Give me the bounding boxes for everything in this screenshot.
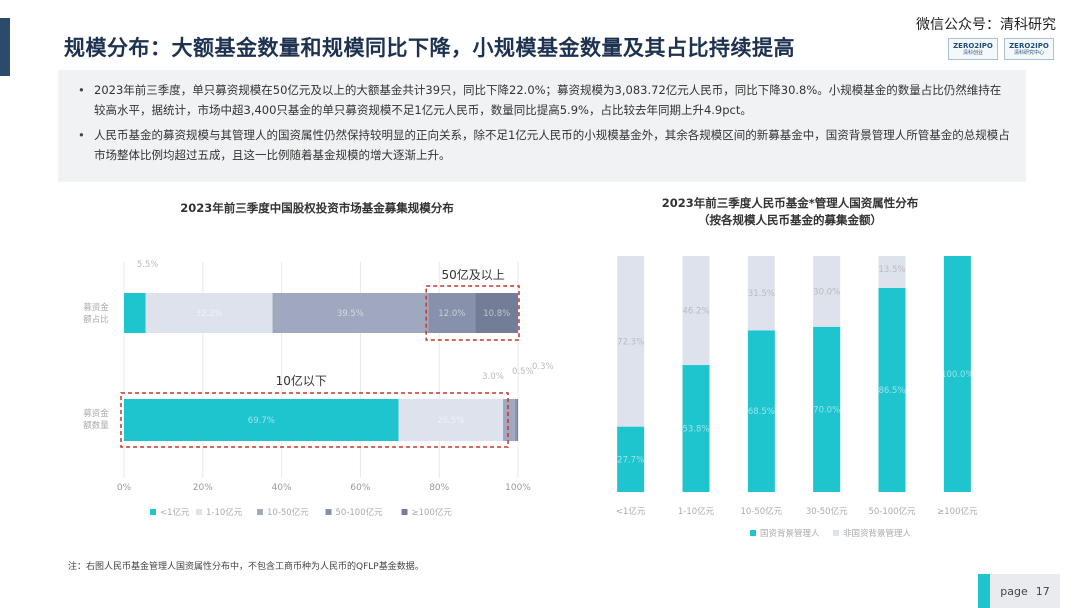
data-label: 100.0% (941, 370, 973, 380)
logo-text: ZERO2IPO (1009, 41, 1049, 50)
legend-swatch (325, 509, 332, 515)
bar-segment (124, 293, 146, 333)
annotation-box (425, 285, 520, 341)
legend-swatch (833, 530, 839, 536)
category-label: 募资金 (83, 408, 109, 419)
legend-swatch (257, 509, 263, 515)
summary-bullet: 人民币基金的募资规模与其管理人的国资属性仍然保持较明显的正向关系，除不足1亿元人… (78, 125, 1010, 165)
data-label: 86.5% (878, 386, 905, 396)
logo-subtext: 清科研究中心 (1013, 49, 1044, 56)
page-title: 规模分布：大额基金数量和规模同比下降，小规模基金数量及其占比持续提高 (64, 36, 795, 60)
bar-segment (514, 399, 517, 441)
legend-label: 国资背景管理人 (760, 528, 820, 539)
data-label: 31.5% (748, 289, 775, 299)
x-tick-label: <1亿元 (616, 506, 646, 517)
data-label: 26.5% (437, 416, 464, 426)
column-segment (813, 256, 841, 327)
x-tick-label: 20% (193, 483, 213, 493)
category-label: 额数量 (83, 420, 109, 431)
legend-label: 10-50亿元 (267, 507, 309, 518)
x-tick-label: 1-10亿元 (678, 506, 715, 517)
logo-text: ZERO2IPO (953, 41, 993, 50)
bar-segment (272, 293, 429, 333)
page-label: page (1000, 584, 1028, 598)
data-label: 27.7% (617, 455, 644, 465)
data-label: 53.8% (682, 425, 709, 435)
bar-segment (398, 399, 504, 441)
legend-label: ≥100亿元 (412, 507, 453, 518)
category-label: 募资金 (83, 302, 109, 313)
bar-segment (475, 293, 518, 333)
legend-label: 50-100亿元 (336, 507, 384, 518)
legend-swatch (196, 509, 202, 515)
legend-swatch (750, 530, 756, 536)
data-label: 46.2% (682, 307, 709, 317)
column-segment (813, 326, 841, 492)
data-label: 0.5% (512, 367, 534, 377)
legend-swatch (150, 509, 156, 515)
zero2ipo-research-logo: ZERO2IPO 清科研究中心 (1004, 38, 1054, 60)
page-number: 17 (1035, 584, 1050, 598)
logo-subtext: 清科创业 (962, 49, 983, 56)
column-segment (878, 256, 906, 288)
bar-segment (428, 293, 476, 333)
x-tick-label: 50-100亿元 (868, 506, 916, 517)
bar-segment (145, 293, 273, 333)
bar-segment (503, 399, 515, 441)
data-label: 0.3% (532, 362, 554, 372)
logo-group: ZERO2IPO 清科创业 ZERO2IPO 清科研究中心 (948, 38, 1054, 60)
summary-box: 2023年前三季度，单只募资规模在50亿元及以上的大额基金共计39只，同比下降2… (58, 70, 1026, 182)
column-segment (617, 256, 645, 427)
data-label: 10.8% (483, 309, 510, 319)
legend-label: 非国资背景管理人 (843, 528, 912, 539)
summary-bullet: 2023年前三季度，单只募资规模在50亿元及以上的大额基金共计39只，同比下降2… (78, 80, 1010, 120)
data-label: 72.3% (617, 337, 644, 347)
column-segment (682, 256, 710, 366)
footnote: 注：右图人民币基金管理人国资属性分布中，不包含工商币种为人民币的QFLP基金数据… (68, 562, 424, 572)
annotation-label: 50亿及以上 (441, 267, 504, 282)
column-segment (747, 256, 775, 331)
data-label: 3.0% (482, 372, 504, 382)
legend-swatch (401, 509, 408, 515)
legend-label: 1-10亿元 (206, 507, 243, 518)
data-label: 69.7% (248, 416, 275, 426)
data-label: 30.0% (813, 287, 840, 297)
page-accent-bar (978, 574, 990, 608)
x-tick-label: 80% (429, 483, 449, 493)
column-segment (943, 256, 971, 492)
chart-title: 2023年前三季度人民币基金*管理人国资属性分布 (662, 196, 919, 210)
column-segment (682, 365, 710, 492)
chart-title: 2023年前三季度中国股权投资市场基金募集规模分布 (180, 201, 454, 215)
data-label: 68.5% (748, 407, 775, 417)
bar-segment (516, 399, 518, 441)
x-tick-label: ≥100亿元 (937, 506, 978, 517)
data-label: 12.0% (438, 309, 465, 319)
x-tick-label: 10-50亿元 (740, 506, 782, 517)
annotation-label: 10亿以下 (276, 373, 327, 388)
zero2ipo-logo: ZERO2IPO 清科创业 (948, 38, 998, 60)
column-segment (747, 330, 775, 492)
legend-label: <1亿元 (160, 507, 190, 518)
annotation-box (120, 392, 509, 448)
x-tick-label: 100% (505, 483, 531, 493)
column-segment (878, 287, 906, 492)
data-label: 5.5% (137, 260, 159, 270)
data-label: 70.0% (813, 405, 840, 415)
x-tick-label: 30-50亿元 (806, 506, 848, 517)
x-tick-label: 60% (350, 483, 370, 493)
wechat-watermark: 微信公众号：清科研究 (916, 17, 1056, 33)
data-label: 39.5% (337, 309, 364, 319)
chart-subtitle: （按各规模人民币基金的募集金额） (698, 213, 882, 227)
data-label: 13.5% (878, 265, 905, 275)
x-tick-label: 40% (272, 483, 292, 493)
title-accent-bar (0, 18, 10, 76)
bar-segment (124, 399, 399, 441)
x-tick-label: 0% (117, 483, 132, 493)
category-label: 额占比 (83, 314, 109, 325)
column-segment (617, 426, 645, 492)
data-label: 32.2% (196, 309, 223, 319)
page-indicator: page 17 (990, 574, 1060, 608)
